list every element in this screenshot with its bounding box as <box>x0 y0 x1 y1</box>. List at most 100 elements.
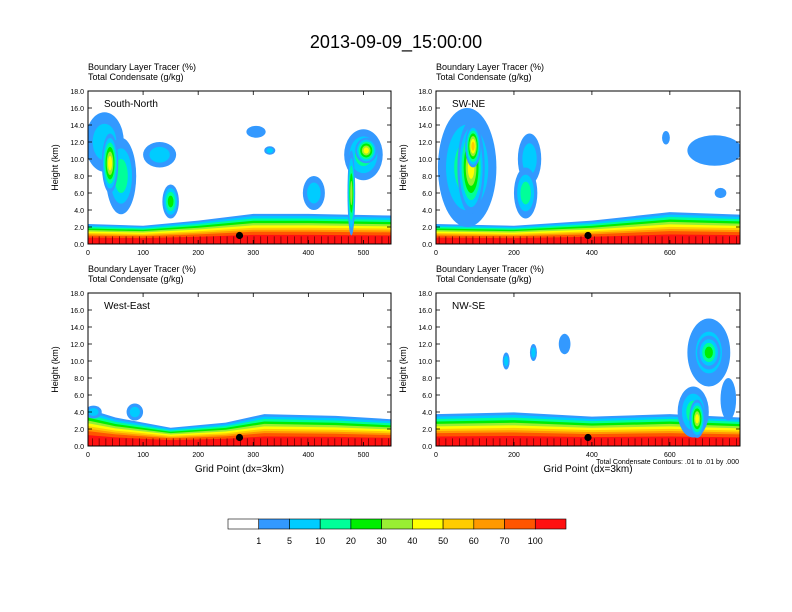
y-tick-label: 0.0 <box>74 444 84 451</box>
plot-area <box>88 112 391 244</box>
x-tick-label: 200 <box>508 452 520 459</box>
y-tick-label: 14.0 <box>418 325 432 332</box>
panel-south-north: Boundary Layer Tracer (%)Total Condensat… <box>50 62 392 257</box>
panel-label: NW-SE <box>452 301 485 312</box>
tracer-blob-2-level-6 <box>108 156 113 171</box>
colorbar-swatch-5 <box>381 518 413 530</box>
y-tick-label: 16.0 <box>70 106 84 113</box>
y-tick-label: 16.0 <box>418 106 432 113</box>
y-tick-label: 10.0 <box>70 359 84 366</box>
tracer-blob-2-level-7 <box>471 141 475 151</box>
panel-header-line-2: Total Condensate (g/kg) <box>88 72 184 82</box>
y-tick-label: 8.0 <box>74 376 84 383</box>
location-marker <box>584 433 592 442</box>
tracer-blob-0-level-2 <box>129 406 140 418</box>
y-tick-label: 16.0 <box>70 308 84 315</box>
tracer-blob-9-level-6 <box>363 147 369 154</box>
colorbar-label: 70 <box>500 536 510 546</box>
y-tick-label: 18.0 <box>418 89 432 96</box>
colorbar-label: 40 <box>407 536 417 546</box>
colorbar-label: 1 <box>256 536 261 546</box>
colorbar-swatch-0 <box>227 518 260 530</box>
colorbar-swatch-10 <box>534 518 567 530</box>
tracer-blob-2-level-1 <box>558 333 571 355</box>
y-tick-label: 6.0 <box>74 191 84 198</box>
tracer-blob-10-level-5 <box>350 180 353 206</box>
contour-footnote: Total Condensate Contours: .01 to .01 by… <box>596 459 739 466</box>
panel-header-line-1: Boundary Layer Tracer (%) <box>436 264 544 274</box>
x-tick-label: 600 <box>664 250 676 257</box>
panel-frame <box>435 90 741 245</box>
y-tick-label: 18.0 <box>70 89 84 96</box>
x-tick-label: 500 <box>358 452 370 459</box>
y-tick-label: 2.0 <box>422 427 432 434</box>
boundary-layer-band-9 <box>88 234 391 244</box>
y-tick-label: 10.0 <box>70 157 84 164</box>
y-tick-label: 2.0 <box>422 225 432 232</box>
tracer-blob-1-level-2 <box>531 347 536 358</box>
y-axis-label: Height (km) <box>50 144 60 191</box>
y-tick-label: 4.0 <box>422 208 432 215</box>
tracer-blob-1-level-2 <box>88 408 99 416</box>
y-tick-label: 0.0 <box>422 242 432 249</box>
panel-header-line-1: Boundary Layer Tracer (%) <box>88 62 196 72</box>
tracer-blob-6-level-2 <box>266 147 274 154</box>
x-tick-label: 0 <box>86 250 90 257</box>
tracer-blob-7-level-1 <box>720 378 737 421</box>
tracer-blob-4-level-4 <box>167 195 174 208</box>
y-tick-label: 4.0 <box>74 208 84 215</box>
page-title: 2013-09-09_15:00:00 <box>309 32 483 52</box>
x-tick-label: 200 <box>508 250 520 257</box>
colorbar: 1 5 10 20 30 40 50 60 70 100 <box>227 518 567 546</box>
colorbar-label: 5 <box>287 536 292 546</box>
y-tick-label: 16.0 <box>418 308 432 315</box>
colorbar-swatch-4 <box>350 518 382 530</box>
plot-area <box>436 108 740 244</box>
panel-sw-ne: Boundary Layer Tracer (%)Total Condensat… <box>398 62 741 257</box>
x-axis-label: Grid Point (dx=3km) <box>195 464 284 475</box>
x-tick-label: 600 <box>664 452 676 459</box>
colorbar-swatch-1 <box>258 518 290 530</box>
tracer-blob-5-level-1 <box>687 135 740 166</box>
panel-nw-se: Boundary Layer Tracer (%)Total Condensat… <box>398 264 741 475</box>
plot-area <box>88 403 391 446</box>
colorbar-label: 20 <box>346 536 356 546</box>
x-tick-label: 400 <box>586 452 598 459</box>
y-tick-label: 2.0 <box>74 427 84 434</box>
panel-header-line-2: Total Condensate (g/kg) <box>436 274 532 284</box>
location-marker <box>235 433 244 442</box>
tracer-blob-5-level-1 <box>246 125 266 138</box>
x-tick-label: 400 <box>303 452 315 459</box>
colorbar-swatch-3 <box>319 518 352 530</box>
colorbar-swatch-8 <box>473 518 505 530</box>
colorbar-swatch-6 <box>412 518 444 530</box>
y-tick-label: 14.0 <box>70 123 84 130</box>
x-tick-label: 200 <box>192 250 204 257</box>
colorbar-swatch-2 <box>289 518 321 530</box>
colorbar-label: 30 <box>377 536 387 546</box>
y-tick-label: 14.0 <box>70 325 84 332</box>
y-tick-label: 12.0 <box>70 140 84 147</box>
x-tick-label: 0 <box>434 250 438 257</box>
y-tick-label: 18.0 <box>70 291 84 298</box>
y-tick-label: 8.0 <box>422 174 432 181</box>
y-tick-label: 6.0 <box>422 393 432 400</box>
x-tick-label: 200 <box>192 452 204 459</box>
x-tick-label: 100 <box>137 250 149 257</box>
y-tick-label: 14.0 <box>418 123 432 130</box>
colorbar-label: 60 <box>469 536 479 546</box>
plot-area <box>436 318 740 446</box>
x-tick-label: 100 <box>137 452 149 459</box>
panel-label: SW-NE <box>452 99 485 110</box>
y-tick-label: 6.0 <box>74 393 84 400</box>
x-tick-label: 0 <box>86 452 90 459</box>
y-axis-label: Height (km) <box>50 346 60 393</box>
x-tick-label: 300 <box>247 250 259 257</box>
x-tick-label: 400 <box>586 250 598 257</box>
y-tick-label: 2.0 <box>74 225 84 232</box>
y-tick-label: 4.0 <box>422 410 432 417</box>
y-tick-label: 6.0 <box>422 191 432 198</box>
colorbar-swatch-9 <box>504 518 536 530</box>
y-tick-label: 18.0 <box>418 291 432 298</box>
y-tick-label: 0.0 <box>74 242 84 249</box>
